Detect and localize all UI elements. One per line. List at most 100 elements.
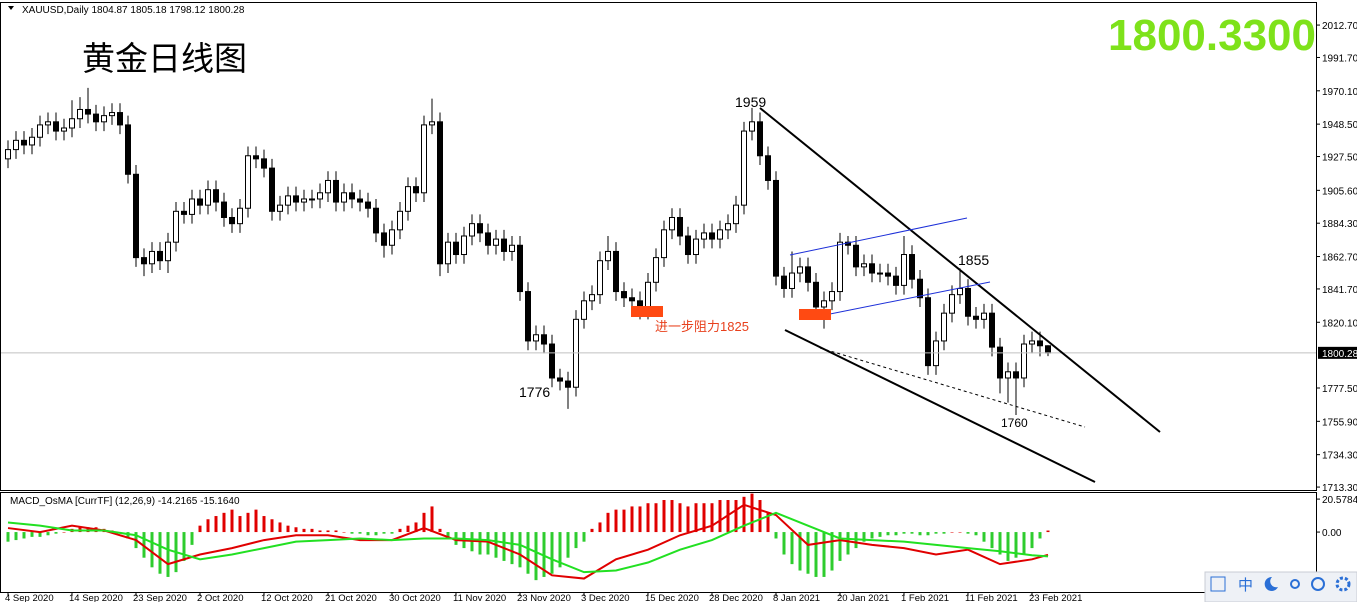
candle-body bbox=[981, 312, 987, 320]
candle-body bbox=[301, 198, 307, 203]
candle-body bbox=[389, 229, 395, 246]
candle-body bbox=[525, 291, 531, 342]
channel-line bbox=[814, 281, 991, 318]
candle-body bbox=[613, 250, 619, 293]
histogram-bar bbox=[694, 503, 698, 533]
x-tick-label: 1 Feb 2021 bbox=[901, 593, 949, 602]
histogram-bar bbox=[438, 528, 442, 533]
annotation: 进一步阻力1825 bbox=[655, 319, 749, 334]
candle-body bbox=[37, 124, 43, 138]
candle-body bbox=[709, 232, 715, 240]
x-tick-label: 20 Jan 2021 bbox=[837, 593, 889, 602]
histogram-bar bbox=[638, 506, 642, 533]
histogram-bar bbox=[430, 506, 434, 533]
candle-body bbox=[125, 124, 131, 175]
candle-body bbox=[213, 189, 219, 203]
histogram-bar bbox=[214, 516, 218, 533]
histogram-bar bbox=[542, 532, 546, 577]
candle-body bbox=[1037, 340, 1043, 347]
trend-line-dashed bbox=[819, 347, 1086, 428]
candle-body bbox=[485, 232, 491, 246]
y-tick-label: 1970.10 bbox=[1322, 87, 1357, 98]
annotation: 1855 bbox=[958, 252, 989, 268]
candle-body bbox=[1045, 345, 1051, 354]
histogram-bar bbox=[230, 509, 234, 533]
candle-body bbox=[581, 300, 587, 320]
histogram-bar bbox=[838, 532, 842, 561]
candle-body bbox=[717, 229, 723, 240]
histogram-bar bbox=[878, 532, 882, 537]
candle-body bbox=[877, 272, 883, 275]
histogram-bar bbox=[270, 519, 274, 533]
plot-layer: 2012.70 1991.70 1970.10 1948.50 1927.50 1905.… bbox=[1, 21, 1357, 602]
candle-body bbox=[493, 238, 499, 246]
histogram-bar bbox=[822, 532, 826, 577]
histogram-bar bbox=[710, 503, 714, 533]
histogram-bar bbox=[1046, 530, 1050, 533]
histogram-bar bbox=[366, 532, 370, 536]
candle-body bbox=[1005, 371, 1011, 379]
candle-body bbox=[237, 207, 243, 225]
x-tick-label: 21 Oct 2020 bbox=[325, 593, 377, 602]
x-tick-label: 14 Sep 2020 bbox=[69, 593, 123, 602]
histogram-bar bbox=[38, 532, 42, 537]
histogram-bar bbox=[750, 493, 754, 533]
histogram-bar bbox=[550, 532, 554, 574]
histogram-bar bbox=[302, 528, 306, 533]
candle-body bbox=[205, 189, 211, 206]
x-tick-label: 23 Sep 2020 bbox=[133, 593, 187, 602]
last-price-label: 1800.28 bbox=[1322, 349, 1357, 360]
histogram-bar bbox=[670, 500, 674, 533]
histogram-bar bbox=[222, 512, 226, 533]
histogram-bar bbox=[678, 503, 682, 533]
histogram-bar bbox=[894, 532, 898, 536]
histogram-bar bbox=[918, 532, 922, 536]
candle-body bbox=[93, 113, 99, 123]
histogram-bar bbox=[942, 532, 946, 534]
candle-body bbox=[1021, 343, 1027, 379]
candle-body bbox=[109, 112, 115, 117]
macd-title: MACD_OsMA [CurrTF] (12,26,9) bbox=[10, 496, 155, 507]
histogram-bar bbox=[574, 532, 578, 549]
symbol: XAUUSD,Daily bbox=[22, 5, 89, 16]
toolbar-icon[interactable] bbox=[1290, 579, 1300, 589]
histogram-bar bbox=[182, 532, 186, 561]
x-tick-label: 23 Nov 2020 bbox=[517, 593, 571, 602]
candle-body bbox=[437, 121, 443, 265]
histogram-bar bbox=[382, 532, 386, 534]
x-tick-label: 11 Feb 2021 bbox=[965, 593, 1018, 602]
histogram-bar bbox=[886, 532, 890, 536]
channel-line bbox=[789, 217, 968, 256]
histogram-bar bbox=[598, 522, 602, 533]
histogram-bar bbox=[558, 532, 562, 568]
histogram-bar bbox=[486, 532, 490, 555]
histogram-bar bbox=[294, 527, 298, 533]
candle-body bbox=[941, 312, 947, 342]
histogram-bar bbox=[758, 500, 762, 533]
histogram-bar bbox=[614, 509, 618, 533]
y-tick-label: 1841.70 bbox=[1322, 285, 1357, 296]
histogram-bar bbox=[502, 532, 506, 561]
histogram-bar bbox=[198, 525, 202, 533]
ime-mode[interactable]: 中 bbox=[1238, 577, 1253, 594]
toolbar-icon[interactable] bbox=[1264, 576, 1278, 591]
candle-body bbox=[685, 235, 691, 256]
histogram-bar bbox=[910, 532, 914, 534]
candle-body bbox=[397, 210, 403, 231]
candle-body bbox=[45, 121, 51, 126]
candle-body bbox=[949, 294, 955, 314]
toolbar-icon[interactable] bbox=[1210, 576, 1226, 592]
candle-body bbox=[997, 346, 1003, 379]
toolbar-icon[interactable] bbox=[1335, 576, 1351, 592]
candle-body bbox=[589, 294, 595, 302]
candle-body bbox=[453, 241, 459, 256]
signal-line bbox=[7, 511, 1049, 574]
y-tick-label: 1991.70 bbox=[1322, 53, 1357, 64]
histogram-bar bbox=[286, 525, 290, 533]
candle-body bbox=[285, 195, 291, 206]
histogram-bar bbox=[358, 532, 362, 534]
candle-body bbox=[821, 300, 827, 308]
toolbar-icon[interactable] bbox=[1311, 577, 1325, 591]
candle-body bbox=[5, 149, 11, 160]
histogram-bar bbox=[622, 509, 626, 533]
